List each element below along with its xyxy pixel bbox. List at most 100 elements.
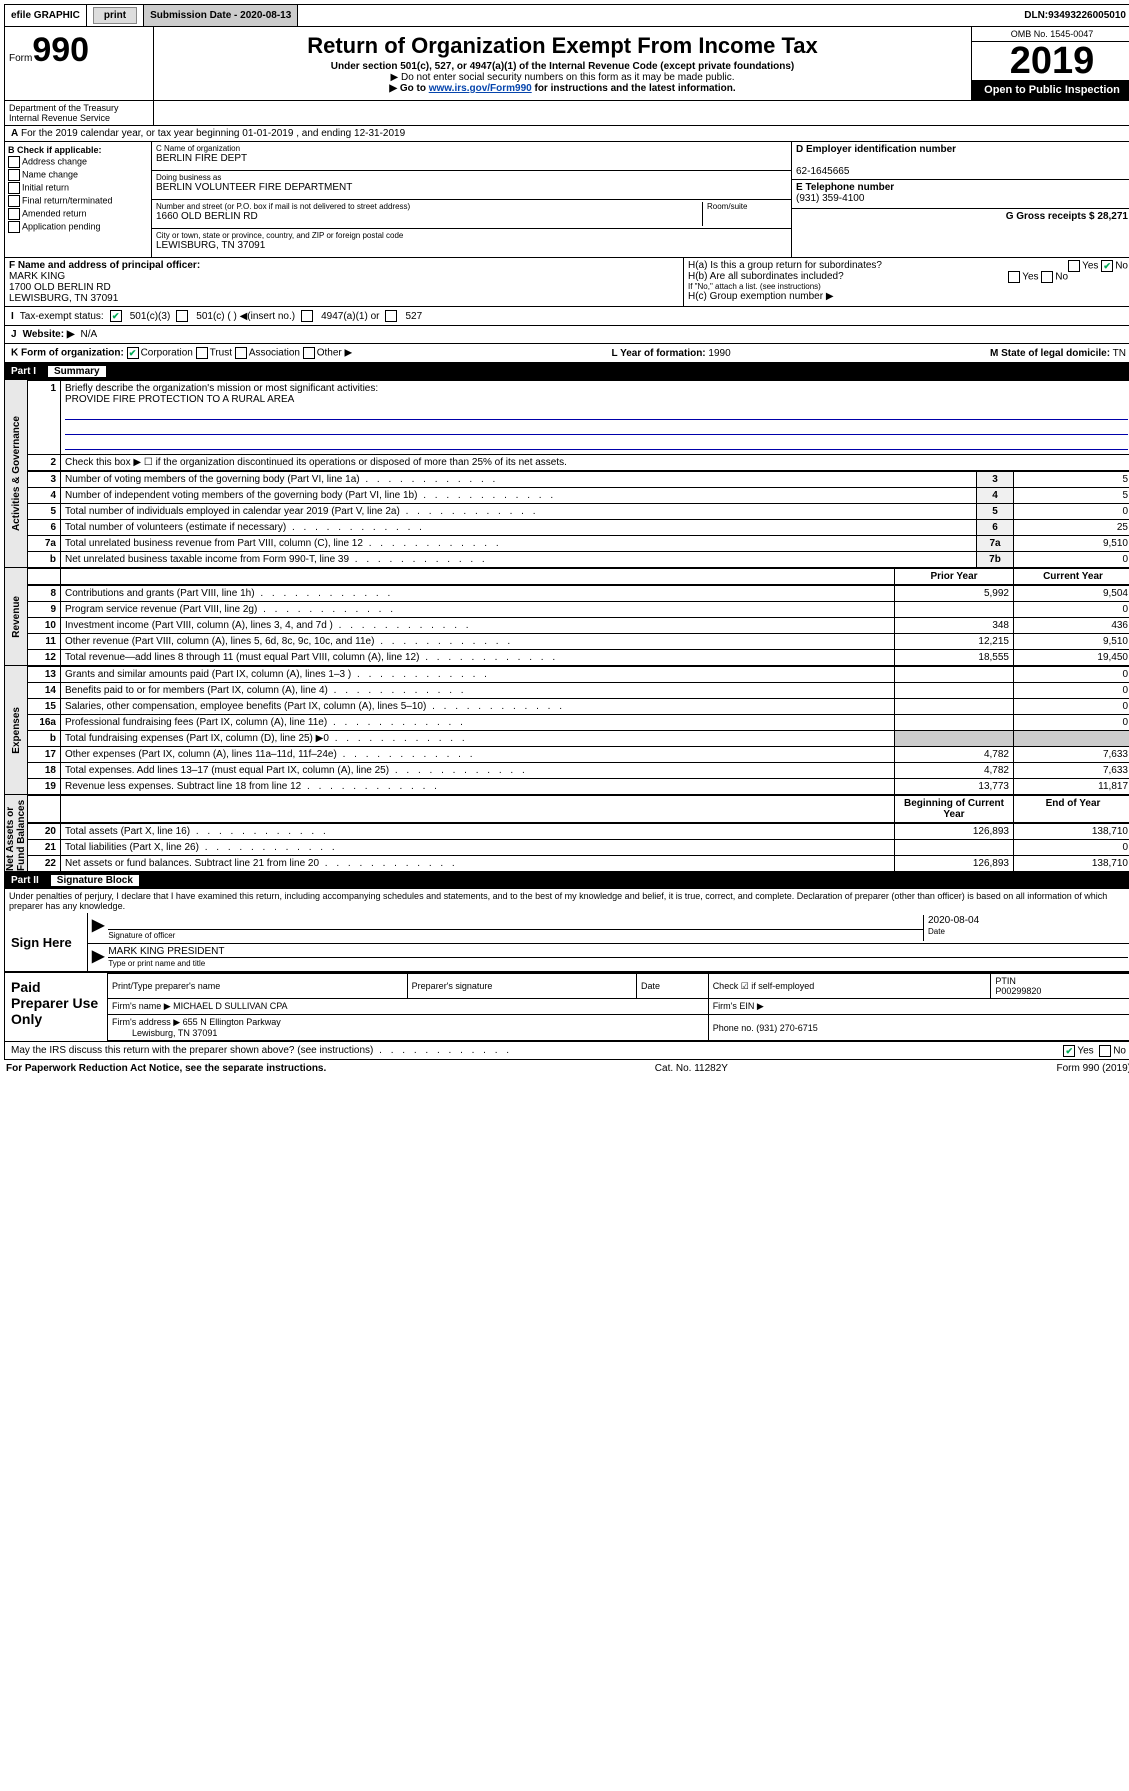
ein-value: 62-1645665	[796, 166, 849, 177]
table-row: 6Total number of volunteers (estimate if…	[28, 520, 1129, 536]
table-row: 22Net assets or fund balances. Subtract …	[28, 856, 1129, 872]
perjury-statement: Under penalties of perjury, I declare th…	[5, 889, 1129, 913]
dln-label: DLN:	[1024, 10, 1048, 21]
self-employed-check: Check ☑ if self-employed	[708, 974, 991, 999]
end-year-header: End of Year	[1014, 796, 1129, 823]
table-row: bNet unrelated business taxable income f…	[28, 552, 1129, 568]
form-note-ssn: ▶ Do not enter social security numbers o…	[162, 72, 963, 83]
form-title: Return of Organization Exempt From Incom…	[162, 33, 963, 59]
section-b-label: B Check if applicable:	[8, 145, 102, 155]
footer-paperwork: For Paperwork Reduction Act Notice, see …	[6, 1063, 326, 1074]
street-label: Number and street (or P.O. box if mail i…	[156, 202, 702, 211]
officer-addr1: 1700 OLD BERLIN RD	[9, 282, 111, 293]
table-row: 7aTotal unrelated business revenue from …	[28, 536, 1129, 552]
form-number: 990	[32, 31, 89, 69]
table-row: 20Total assets (Part X, line 16)126,8931…	[28, 824, 1129, 840]
submission-date-label: Submission Date -	[150, 10, 240, 21]
check-name-change[interactable]: Name change	[8, 169, 148, 181]
vlabel-expenses: Expenses	[11, 707, 22, 754]
status-501c3-checkbox[interactable]	[110, 310, 122, 322]
dba-value: BERLIN VOLUNTEER FIRE DEPARTMENT	[156, 182, 787, 193]
check-address-change[interactable]: Address change	[8, 156, 148, 168]
tax-year: 2019	[972, 42, 1129, 80]
q1-mission: PROVIDE FIRE PROTECTION TO A RURAL AREA	[65, 394, 294, 405]
check-application-pending[interactable]: Application pending	[8, 221, 148, 233]
officer-name: MARK KING	[9, 271, 65, 282]
vlabel-activities: Activities & Governance	[11, 416, 22, 531]
sign-here-label: Sign Here	[5, 913, 87, 971]
table-row: bTotal fundraising expenses (Part IX, co…	[28, 731, 1129, 747]
officer-addr2: LEWISBURG, TN 37091	[9, 293, 118, 304]
prep-sig-label: Preparer's signature	[407, 974, 636, 999]
discuss-yes-checkbox[interactable]	[1063, 1045, 1075, 1057]
table-row: 15Salaries, other compensation, employee…	[28, 699, 1129, 715]
prior-year-header: Prior Year	[895, 569, 1014, 585]
form-org-label: K Form of organization:	[11, 348, 124, 359]
footer-catno: Cat. No. 11282Y	[655, 1063, 728, 1074]
line-a-tax-year: For the 2019 calendar year, or tax year …	[21, 128, 405, 139]
dln-value: 93493226005010	[1048, 10, 1126, 21]
top-bar: efile GRAPHIC print Submission Date - 20…	[4, 4, 1129, 27]
vlabel-revenue: Revenue	[11, 596, 22, 638]
website-label: Website: ▶	[23, 329, 75, 340]
officer-label: F Name and address of principal officer:	[9, 260, 200, 271]
tax-status-label: Tax-exempt status:	[20, 311, 104, 322]
q1-label: Briefly describe the organization's miss…	[65, 383, 378, 394]
city-value: LEWISBURG, TN 37091	[156, 240, 787, 251]
table-row: 10Investment income (Part VIII, column (…	[28, 618, 1129, 634]
hb-note: If "No," attach a list. (see instruction…	[688, 282, 1128, 291]
table-row: 13Grants and similar amounts paid (Part …	[28, 667, 1129, 683]
form-prefix: Form	[9, 53, 32, 64]
dept-treasury: Department of the Treasury	[9, 103, 119, 113]
table-row: 21Total liabilities (Part X, line 26)0	[28, 840, 1129, 856]
state-domicile: TN	[1113, 348, 1126, 359]
vlabel-netassets: Net Assets or Fund Balances	[5, 795, 27, 871]
table-row: 19Revenue less expenses. Subtract line 1…	[28, 779, 1129, 795]
prep-date-label: Date	[637, 974, 709, 999]
firm-address: 655 N Ellington Parkway	[183, 1017, 281, 1027]
year-formation: 1990	[708, 348, 730, 359]
ptin-value: P00299820	[995, 986, 1041, 996]
current-year-header: Current Year	[1014, 569, 1129, 585]
table-row: 17Other expenses (Part IX, column (A), l…	[28, 747, 1129, 763]
table-row: 16aProfessional fundraising fees (Part I…	[28, 715, 1129, 731]
q2-text: Check this box ▶ ☐ if the organization d…	[61, 455, 1129, 471]
sig-date: 2020-08-04	[928, 915, 979, 926]
website-value: N/A	[81, 329, 98, 340]
prep-name-label: Print/Type preparer's name	[108, 974, 408, 999]
table-row: 11Other revenue (Part VIII, column (A), …	[28, 634, 1129, 650]
state-domicile-label: M State of legal domicile:	[990, 348, 1110, 359]
firm-city: Lewisburg, TN 37091	[132, 1028, 217, 1038]
check-amended-return[interactable]: Amended return	[8, 208, 148, 220]
check-final-return[interactable]: Final return/terminated	[8, 195, 148, 207]
year-formation-label: L Year of formation:	[612, 348, 706, 359]
org-corporation-checkbox[interactable]	[127, 347, 139, 359]
firm-phone: (931) 270-6715	[756, 1023, 818, 1033]
ha-no-checkbox[interactable]	[1101, 260, 1113, 272]
gross-receipts-label: G Gross receipts $	[1006, 211, 1095, 222]
table-row: 14Benefits paid to or for members (Part …	[28, 683, 1129, 699]
discuss-question: May the IRS discuss this return with the…	[11, 1045, 512, 1056]
form-subtitle: Under section 501(c), 527, or 4947(a)(1)…	[162, 61, 963, 72]
table-row: 18Total expenses. Add lines 13–17 (must …	[28, 763, 1129, 779]
entity-info-block: B Check if applicable: Address change Na…	[4, 142, 1129, 258]
ein-label: D Employer identification number	[796, 144, 956, 155]
org-name-label: C Name of organization	[156, 144, 787, 153]
part2-header: Part II Signature Block	[4, 872, 1129, 889]
hc-label: H(c) Group exemption number ▶	[688, 291, 1128, 302]
instructions-link[interactable]: www.irs.gov/Form990	[429, 83, 532, 94]
firm-name: MICHAEL D SULLIVAN CPA	[173, 1001, 287, 1011]
phone-label: E Telephone number	[796, 182, 894, 193]
city-label: City or town, state or province, country…	[156, 231, 787, 240]
begin-year-header: Beginning of Current Year	[895, 796, 1014, 823]
ha-label: H(a) Is this a group return for subordin…	[688, 260, 882, 271]
print-button[interactable]: print	[93, 7, 137, 24]
form-header: Form990 Return of Organization Exempt Fr…	[4, 27, 1129, 101]
table-row: 3Number of voting members of the governi…	[28, 472, 1129, 488]
hb-label: H(b) Are all subordinates included?	[688, 271, 844, 282]
check-initial-return[interactable]: Initial return	[8, 182, 148, 194]
table-row: 8Contributions and grants (Part VIII, li…	[28, 586, 1129, 602]
sig-officer-label: Signature of officer	[108, 931, 175, 940]
street-value: 1660 OLD BERLIN RD	[156, 211, 702, 222]
efile-label: efile GRAPHIC	[5, 5, 87, 26]
